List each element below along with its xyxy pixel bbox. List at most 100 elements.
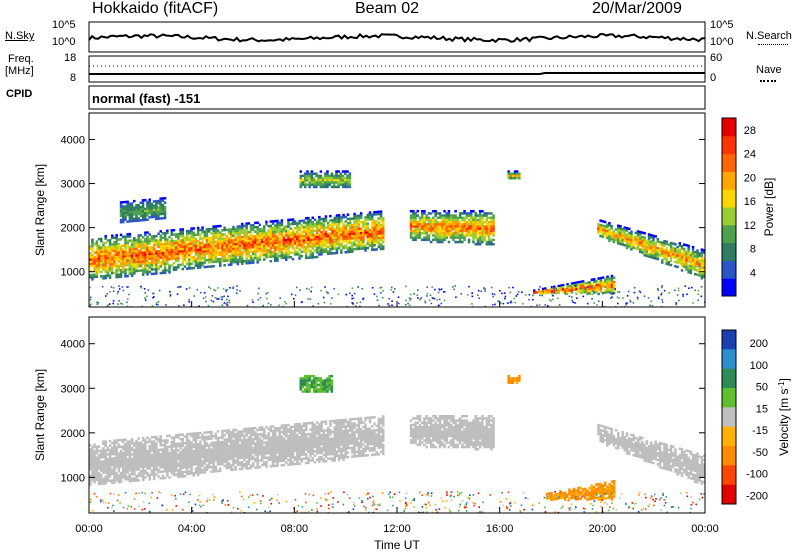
velocity-colorbar-tick-5: -50 — [752, 447, 768, 459]
scatter-region-1-1 — [409, 415, 495, 451]
power-colorbar-swatch-2 — [722, 242, 736, 261]
ytick-label-1-1: 2000 — [61, 428, 85, 440]
cpid-panel-frame — [88, 85, 706, 110]
velocity-panel-frame — [88, 316, 706, 514]
velocity-colorbar-frame — [721, 329, 737, 505]
speckle-1 — [89, 491, 705, 513]
freq-panel-frame — [88, 55, 706, 83]
ytick-label-0-2: 3000 — [61, 179, 85, 191]
freq-label: Freq. — [8, 53, 34, 65]
velocity-colorbar-swatch-3 — [722, 388, 736, 408]
ylabel-0: Slant Range [km] — [33, 164, 47, 256]
scatter-region-1-4 — [545, 480, 616, 501]
cpid-text: normal (fast) -151 — [92, 91, 201, 106]
power-colorbar-tick-3: 16 — [744, 196, 756, 208]
scatter-region-1-0 — [89, 415, 385, 486]
ylabel-1: Slant Range [km] — [33, 369, 47, 461]
scatter-region-0-6 — [597, 219, 705, 280]
velocity-colorbar-tick-7: -200 — [746, 490, 768, 502]
xtick-label-0: 00:00 — [75, 523, 103, 535]
freq-trace — [89, 72, 705, 75]
scatter-region-1-2 — [299, 374, 334, 393]
velocity-colorbar-tick-4: -15 — [752, 425, 768, 437]
power-colorbar-swatch-4 — [722, 207, 736, 226]
velocity-colorbar-swatch-8 — [722, 484, 736, 505]
velocity-colorbar-tick-3: 15 — [756, 403, 768, 415]
velocity-colorbar-swatch-7 — [722, 465, 736, 486]
scatter-region-0-4 — [507, 170, 521, 180]
power-colorbar-frame — [721, 117, 737, 297]
power-colorbar-swatch-7 — [722, 153, 736, 172]
velocity-colorbar-tick-0: 200 — [750, 338, 768, 350]
speckle-0 — [89, 285, 705, 307]
scatter-region-0-2 — [299, 170, 352, 189]
xtick-label-1: 04:00 — [178, 523, 206, 535]
noise-search-legend — [758, 44, 788, 45]
scatter-region-1-5 — [597, 423, 705, 485]
ytick-label-0-1: 2000 — [61, 223, 85, 235]
power-heatmap — [89, 170, 705, 307]
velocity-colorbar-tick-1: 100 — [750, 360, 768, 372]
velocity-colorbar-swatch-1 — [722, 349, 736, 370]
noise-left-tick-top: 10^5 — [52, 19, 76, 31]
scatter-region-1-3 — [507, 374, 521, 384]
cpid-label: CPID — [6, 88, 33, 100]
velocity-colorbar-swatch-4 — [722, 407, 736, 428]
power-colorbar-tick-4: 20 — [744, 172, 756, 184]
ytick-label-1-0: 1000 — [61, 472, 85, 484]
xtick-label-3: 12:00 — [383, 523, 411, 535]
scatter-region-0-5 — [533, 274, 616, 296]
velocity-heatmap — [89, 374, 705, 513]
ytick-label-0-3: 4000 — [61, 134, 85, 146]
nave-label: Nave — [756, 64, 782, 76]
nave-tick-bottom: 0 — [710, 72, 717, 84]
date-title: 20/Mar/2009 — [592, 0, 682, 17]
velocity-colorbar-label: Velocity [m s-1] — [777, 378, 792, 456]
noise-right-tick-top: 10^5 — [710, 19, 734, 31]
power-colorbar-swatch-9 — [722, 118, 736, 137]
noise-sky-label: N.Sky — [5, 30, 35, 42]
nave-tick-top: 60 — [710, 52, 723, 64]
power-colorbar-tick-2: 12 — [744, 220, 756, 232]
power-colorbar-swatch-5 — [722, 189, 736, 208]
velocity-colorbar-tick-6: -100 — [746, 469, 768, 481]
noise-sky-trace — [88, 32, 706, 44]
velocity-colorbar-swatch-5 — [722, 426, 736, 447]
xlabel: Time UT — [374, 538, 420, 552]
freq-tick-bottom: 8 — [70, 72, 77, 84]
freq-tick-top: 18 — [64, 52, 77, 64]
station-title: Hokkaido (fitACF) — [92, 0, 219, 17]
velocity-colorbar-swatch-0 — [722, 330, 736, 350]
power-colorbar-tick-5: 24 — [744, 149, 756, 161]
ytick-label-0-0: 1000 — [61, 267, 85, 279]
power-colorbar-swatch-1 — [722, 260, 736, 279]
scatter-region-0-3 — [409, 210, 495, 246]
power-colorbar-tick-6: 28 — [744, 125, 756, 137]
noise-panel-frame — [88, 21, 706, 53]
scatter-region-0-0 — [89, 210, 385, 281]
ytick-label-1-2: 3000 — [61, 383, 85, 395]
power-colorbar-swatch-3 — [722, 224, 736, 244]
velocity-colorbar-tick-2: 50 — [756, 382, 768, 394]
xtick-label-2: 08:00 — [281, 523, 309, 535]
noise-left-tick-bottom: 10^0 — [52, 36, 76, 48]
xtick-label-4: 16:00 — [486, 523, 514, 535]
xtick-label-5: 20:00 — [589, 523, 617, 535]
power-colorbar-swatch-0 — [722, 278, 736, 297]
nave-legend — [760, 80, 776, 82]
velocity-colorbar-swatch-2 — [722, 368, 736, 389]
noise-right-tick-bottom: 10^0 — [710, 36, 734, 48]
noise-search-label: N.Search — [746, 30, 792, 42]
power-colorbar-swatch-6 — [722, 171, 736, 190]
freq-unit-label: [MHz] — [5, 65, 34, 77]
power-colorbar-label: Power [dB] — [762, 178, 776, 237]
xtick-label-6: 00:00 — [691, 523, 719, 535]
power-colorbar-tick-0: 4 — [750, 267, 756, 279]
scatter-region-0-1 — [119, 197, 167, 224]
power-colorbar-tick-1: 8 — [750, 244, 756, 256]
ytick-label-1-3: 4000 — [61, 339, 85, 351]
beam-title: Beam 02 — [355, 0, 420, 17]
power-colorbar-swatch-8 — [722, 135, 736, 155]
velocity-colorbar-swatch-6 — [722, 446, 736, 466]
